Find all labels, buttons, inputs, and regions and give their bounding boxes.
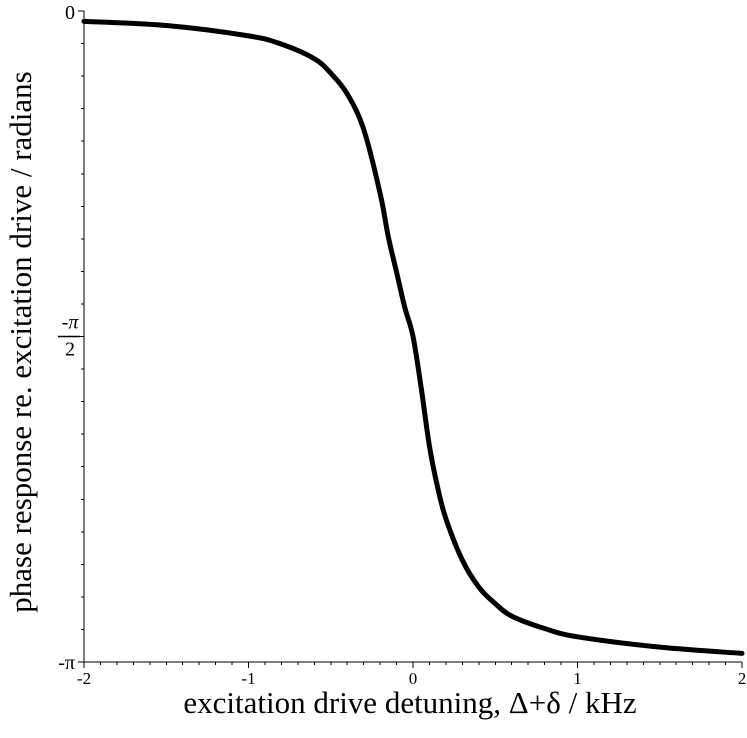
y-axis-title: phase response re. excitation drive / ra… — [3, 71, 38, 612]
y-tick-fraction-denominator: 2 — [65, 339, 75, 361]
data-series — [81, 18, 745, 656]
y-tick-label: -π — [58, 652, 75, 674]
x-tick-label: 0 — [409, 669, 418, 688]
x-axis-title: excitation drive detuning, Δ+δ / kHz — [183, 685, 636, 720]
tick-labels: -2 -1 0 1 2 0 -π 2 -π — [58, 2, 746, 688]
y-tick-fraction-numerator: -π — [62, 312, 80, 334]
x-tick-label: -2 — [77, 669, 91, 688]
y-tick-fraction-label: -π 2 — [58, 312, 80, 361]
y-tick-label: 0 — [65, 2, 75, 24]
tick-marks — [78, 10, 743, 668]
phase-response-series-line — [81, 18, 745, 656]
x-tick-label: 2 — [738, 669, 747, 688]
x-tick-label: 1 — [573, 669, 582, 688]
x-tick-label: -1 — [241, 669, 255, 688]
